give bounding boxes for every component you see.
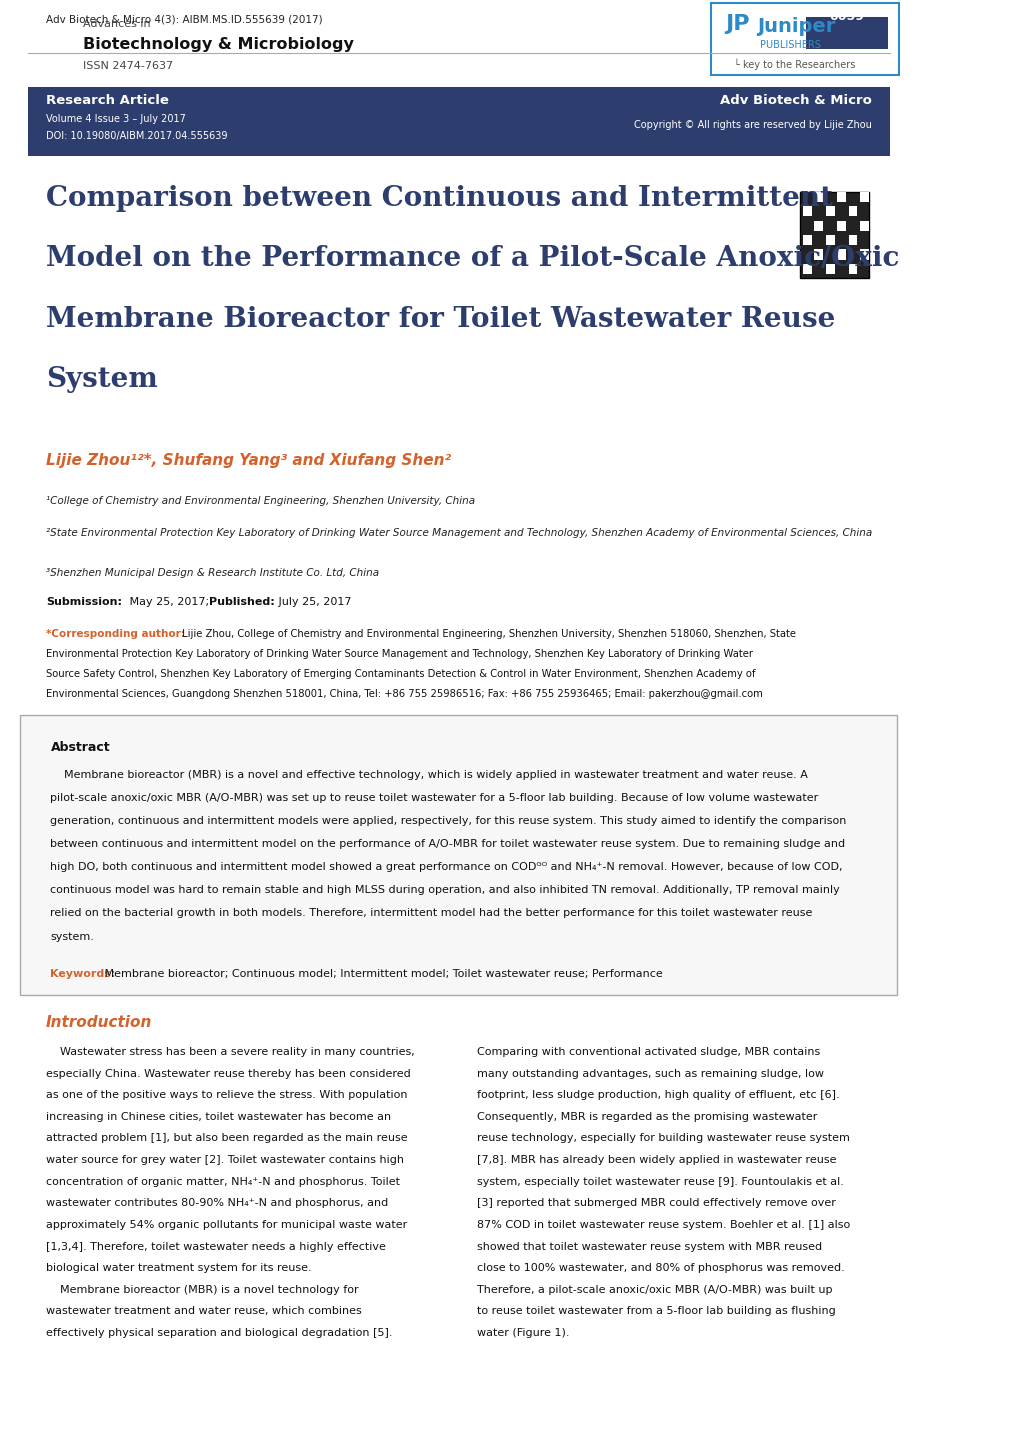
Text: ISSN 2474-7637: ISSN 2474-7637 — [83, 61, 172, 71]
Text: to reuse toilet wastewater from a 5-floor lab building as flushing: to reuse toilet wastewater from a 5-floo… — [477, 1306, 836, 1317]
Text: JP: JP — [725, 14, 749, 35]
Text: July 25, 2017: July 25, 2017 — [275, 597, 352, 607]
Text: showed that toilet wastewater reuse system with MBR reused: showed that toilet wastewater reuse syst… — [477, 1242, 821, 1252]
Text: pilot-scale anoxic/oxic MBR (A/O-MBR) was set up to reuse toilet wastewater for : pilot-scale anoxic/oxic MBR (A/O-MBR) wa… — [50, 793, 818, 803]
Text: as one of the positive ways to relieve the stress. With population: as one of the positive ways to relieve t… — [46, 1090, 407, 1100]
FancyBboxPatch shape — [859, 249, 868, 260]
FancyBboxPatch shape — [813, 192, 822, 202]
Text: attracted problem [1], but also been regarded as the main reuse: attracted problem [1], but also been reg… — [46, 1133, 408, 1144]
Text: Juniper: Juniper — [756, 17, 835, 36]
Text: especially China. Wastewater reuse thereby has been considered: especially China. Wastewater reuse there… — [46, 1069, 411, 1079]
Text: Therefore, a pilot-scale anoxic/oxic MBR (A/O-MBR) was built up: Therefore, a pilot-scale anoxic/oxic MBR… — [477, 1285, 832, 1295]
Text: between continuous and intermittent model on the performance of A/O-MBR for toil: between continuous and intermittent mode… — [50, 839, 845, 849]
FancyBboxPatch shape — [837, 249, 845, 260]
Text: Advances in: Advances in — [83, 19, 150, 29]
Text: continuous model was hard to remain stable and high MLSS during operation, and a: continuous model was hard to remain stab… — [50, 885, 840, 895]
Text: Comparing with conventional activated sludge, MBR contains: Comparing with conventional activated sl… — [477, 1047, 819, 1057]
FancyBboxPatch shape — [848, 206, 857, 216]
FancyBboxPatch shape — [859, 221, 868, 231]
Text: Keywords:: Keywords: — [50, 969, 116, 979]
Text: Research Article: Research Article — [46, 94, 168, 107]
FancyBboxPatch shape — [848, 264, 857, 274]
Text: System: System — [46, 366, 158, 394]
Text: water source for grey water [2]. Toilet wastewater contains high: water source for grey water [2]. Toilet … — [46, 1155, 404, 1165]
Text: Abstract: Abstract — [50, 741, 110, 754]
FancyBboxPatch shape — [848, 235, 857, 245]
FancyBboxPatch shape — [837, 221, 845, 231]
FancyBboxPatch shape — [825, 264, 834, 274]
Text: Volume 4 Issue 3 – July 2017: Volume 4 Issue 3 – July 2017 — [46, 114, 185, 124]
FancyBboxPatch shape — [813, 221, 822, 231]
Text: Submission:: Submission: — [46, 597, 121, 607]
Text: 0059: 0059 — [828, 10, 863, 23]
Text: Membrane bioreactor; Continuous model; Intermittent model; Toilet wastewater reu: Membrane bioreactor; Continuous model; I… — [101, 969, 662, 979]
FancyBboxPatch shape — [802, 264, 811, 274]
FancyBboxPatch shape — [837, 192, 845, 202]
Text: effectively physical separation and biological degradation [5].: effectively physical separation and biol… — [46, 1328, 392, 1338]
Text: └ key to the Researchers: └ key to the Researchers — [734, 59, 855, 71]
Text: Lijie Zhou, College of Chemistry and Environmental Engineering, Shenzhen Univers: Lijie Zhou, College of Chemistry and Env… — [178, 629, 795, 639]
FancyBboxPatch shape — [799, 192, 868, 278]
Text: footprint, less sludge production, high quality of effluent, etc [6].: footprint, less sludge production, high … — [477, 1090, 839, 1100]
Text: Environmental Protection Key Laboratory of Drinking Water Source Management and : Environmental Protection Key Laboratory … — [46, 649, 752, 659]
Text: close to 100% wastewater, and 80% of phosphorus was removed.: close to 100% wastewater, and 80% of pho… — [477, 1263, 844, 1273]
Text: May 25, 2017;: May 25, 2017; — [125, 597, 212, 607]
Text: *Corresponding author:: *Corresponding author: — [46, 629, 184, 639]
Text: ³Shenzhen Municipal Design & Research Institute Co. Ltd, China: ³Shenzhen Municipal Design & Research In… — [46, 568, 379, 578]
Text: system.: system. — [50, 932, 94, 942]
Text: Membrane bioreactor (MBR) is a novel technology for: Membrane bioreactor (MBR) is a novel tec… — [46, 1285, 358, 1295]
FancyBboxPatch shape — [825, 206, 834, 216]
Text: ¹College of Chemistry and Environmental Engineering, Shenzhen University, China: ¹College of Chemistry and Environmental … — [46, 496, 475, 506]
Text: 87% COD in toilet wastewater reuse system. Boehler et al. [1] also: 87% COD in toilet wastewater reuse syste… — [477, 1220, 850, 1230]
Text: water (Figure 1).: water (Figure 1). — [477, 1328, 569, 1338]
Text: Introduction: Introduction — [46, 1015, 152, 1030]
Text: approximately 54% organic pollutants for municipal waste water: approximately 54% organic pollutants for… — [46, 1220, 407, 1230]
Text: system, especially toilet wastewater reuse [9]. Fountoulakis et al.: system, especially toilet wastewater reu… — [477, 1177, 843, 1187]
Text: Environmental Sciences, Guangdong Shenzhen 518001, China, Tel: +86 755 25986516;: Environmental Sciences, Guangdong Shenzh… — [46, 689, 762, 699]
FancyBboxPatch shape — [802, 206, 811, 216]
FancyBboxPatch shape — [20, 715, 897, 995]
Text: Model on the Performance of a Pilot-Scale Anoxic/Oxic: Model on the Performance of a Pilot-Scal… — [46, 245, 899, 273]
Text: Published:: Published: — [209, 597, 275, 607]
Text: wastewater contributes 80-90% NH₄⁺-N and phosphorus, and: wastewater contributes 80-90% NH₄⁺-N and… — [46, 1198, 388, 1208]
FancyBboxPatch shape — [859, 192, 868, 202]
FancyBboxPatch shape — [825, 235, 834, 245]
Text: Source Safety Control, Shenzhen Key Laboratory of Emerging Contaminants Detectio: Source Safety Control, Shenzhen Key Labo… — [46, 669, 755, 679]
Text: many outstanding advantages, such as remaining sludge, low: many outstanding advantages, such as rem… — [477, 1069, 823, 1079]
Text: increasing in Chinese cities, toilet wastewater has become an: increasing in Chinese cities, toilet was… — [46, 1112, 390, 1122]
Text: Consequently, MBR is regarded as the promising wastewater: Consequently, MBR is regarded as the pro… — [477, 1112, 816, 1122]
Text: [7,8]. MBR has already been widely applied in wastewater reuse: [7,8]. MBR has already been widely appli… — [477, 1155, 836, 1165]
Text: DOI: 10.19080/AIBM.2017.04.555639: DOI: 10.19080/AIBM.2017.04.555639 — [46, 131, 227, 141]
FancyBboxPatch shape — [802, 235, 811, 245]
Text: generation, continuous and intermittent models were applied, respectively, for t: generation, continuous and intermittent … — [50, 816, 846, 826]
Text: relied on the bacterial growth in both models. Therefore, intermittent model had: relied on the bacterial growth in both m… — [50, 908, 812, 919]
Text: [1,3,4]. Therefore, toilet wastewater needs a highly effective: [1,3,4]. Therefore, toilet wastewater ne… — [46, 1242, 385, 1252]
Text: Comparison between Continuous and Intermittent: Comparison between Continuous and Interm… — [46, 185, 833, 212]
Text: Membrane Bioreactor for Toilet Wastewater Reuse: Membrane Bioreactor for Toilet Wastewate… — [46, 306, 835, 333]
Text: reuse technology, especially for building wastewater reuse system: reuse technology, especially for buildin… — [477, 1133, 849, 1144]
Text: Wastewater stress has been a severe reality in many countries,: Wastewater stress has been a severe real… — [46, 1047, 415, 1057]
Text: [3] reported that submerged MBR could effectively remove over: [3] reported that submerged MBR could ef… — [477, 1198, 836, 1208]
Text: Lijie Zhou¹²*, Shufang Yang³ and Xiufang Shen²: Lijie Zhou¹²*, Shufang Yang³ and Xiufang… — [46, 453, 450, 467]
Text: Copyright © All rights are reserved by Lijie Zhou: Copyright © All rights are reserved by L… — [633, 120, 871, 130]
Text: high DO, both continuous and intermittent model showed a great performance on CO: high DO, both continuous and intermitten… — [50, 862, 842, 872]
FancyBboxPatch shape — [28, 87, 890, 156]
Text: wastewater treatment and water reuse, which combines: wastewater treatment and water reuse, wh… — [46, 1306, 362, 1317]
Text: biological water treatment system for its reuse.: biological water treatment system for it… — [46, 1263, 311, 1273]
FancyBboxPatch shape — [805, 17, 888, 49]
Text: Biotechnology & Microbiology: Biotechnology & Microbiology — [83, 37, 354, 52]
Text: PUBLISHERS: PUBLISHERS — [759, 40, 820, 50]
Text: concentration of organic matter, NH₄⁺-N and phosphorus. Toilet: concentration of organic matter, NH₄⁺-N … — [46, 1177, 399, 1187]
Text: ²State Environmental Protection Key Laboratory of Drinking Water Source Manageme: ²State Environmental Protection Key Labo… — [46, 528, 871, 538]
Text: Membrane bioreactor (MBR) is a novel and effective technology, which is widely a: Membrane bioreactor (MBR) is a novel and… — [50, 770, 807, 780]
FancyBboxPatch shape — [813, 249, 822, 260]
Text: Adv Biotech & Micro 4(3): AIBM.MS.ID.555639 (2017): Adv Biotech & Micro 4(3): AIBM.MS.ID.555… — [46, 14, 322, 25]
Text: Adv Biotech & Micro: Adv Biotech & Micro — [719, 94, 871, 107]
